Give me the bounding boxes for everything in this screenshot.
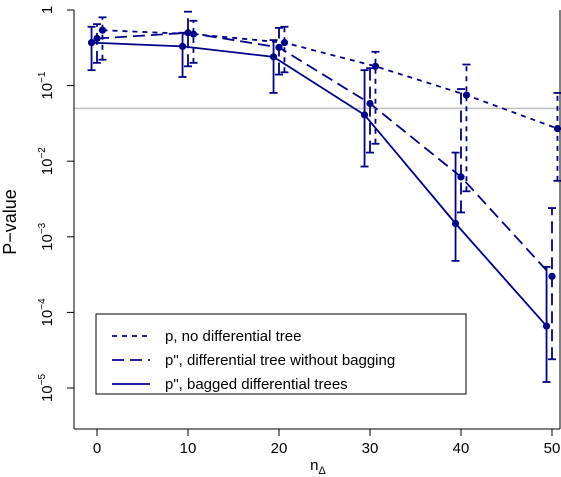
series-dashed	[93, 10, 556, 361]
y-tick-label-exponent: −1	[37, 71, 48, 83]
data-point	[553, 124, 561, 133]
legend-entry-label: p, no differential tree	[165, 328, 301, 345]
data-point	[184, 29, 192, 37]
data-point	[178, 42, 187, 51]
y-axis-label: P−value	[0, 189, 20, 255]
y-tick-label: 1	[39, 6, 56, 14]
series-solid	[87, 25, 551, 383]
x-tick-label: 50	[544, 440, 561, 457]
y-tick-label: 10−5	[37, 374, 56, 403]
data-point	[98, 26, 107, 34]
y-tick-label-base: 10	[39, 385, 56, 402]
y-tick-label-base: 10	[39, 234, 56, 251]
data-point	[462, 91, 471, 99]
legend: p, no differential tree p", differential …	[95, 313, 467, 395]
y-tick-label-base: 10	[39, 310, 56, 327]
y-tick-label-exponent: −3	[37, 222, 48, 234]
y-tick-label-base: 10	[39, 83, 56, 100]
axes-layer: 110−110−210−310−410−50 10 20 30 40 50	[37, 6, 561, 457]
data-point	[451, 219, 460, 228]
y-tick-label-base: 1	[39, 6, 56, 14]
plot-layer	[74, 10, 561, 383]
legend-entry-label: p", bagged differential trees	[165, 376, 348, 393]
data-point	[542, 322, 551, 330]
x-tick-label: 0	[93, 440, 101, 457]
legend-box	[95, 313, 467, 395]
data-point	[275, 43, 283, 52]
x-tick-label: 30	[362, 440, 379, 457]
y-tick-label: 10−4	[37, 298, 56, 327]
data-point	[360, 111, 369, 119]
x-axis-label: nΔ	[310, 457, 326, 477]
x-axis-label-subscript: Δ	[318, 465, 326, 477]
series-line-solid	[91, 41, 548, 327]
legend-entry-label: p", differential tree without bagging	[165, 352, 395, 369]
data-point	[366, 99, 374, 108]
y-tick-label-base: 10	[39, 159, 56, 176]
y-tick-label: 10−3	[37, 222, 56, 251]
data-point	[457, 173, 465, 181]
y-tick-label: 10−1	[37, 71, 56, 100]
data-point	[269, 53, 278, 61]
y-tick-label: 10−2	[37, 147, 56, 176]
data-point	[93, 34, 101, 43]
series-line-dashed	[96, 31, 553, 277]
data-point	[87, 39, 96, 47]
y-tick-label-exponent: −2	[37, 147, 48, 159]
y-tick-label-exponent: −4	[37, 298, 48, 310]
x-tick-label: 20	[271, 440, 288, 457]
x-tick-label: 40	[453, 440, 470, 457]
y-tick-label-exponent: −5	[37, 374, 48, 386]
x-axis-label-main: n	[310, 457, 318, 474]
data-point	[548, 272, 556, 280]
x-tick-label: 10	[180, 440, 197, 457]
data-point	[280, 39, 289, 47]
